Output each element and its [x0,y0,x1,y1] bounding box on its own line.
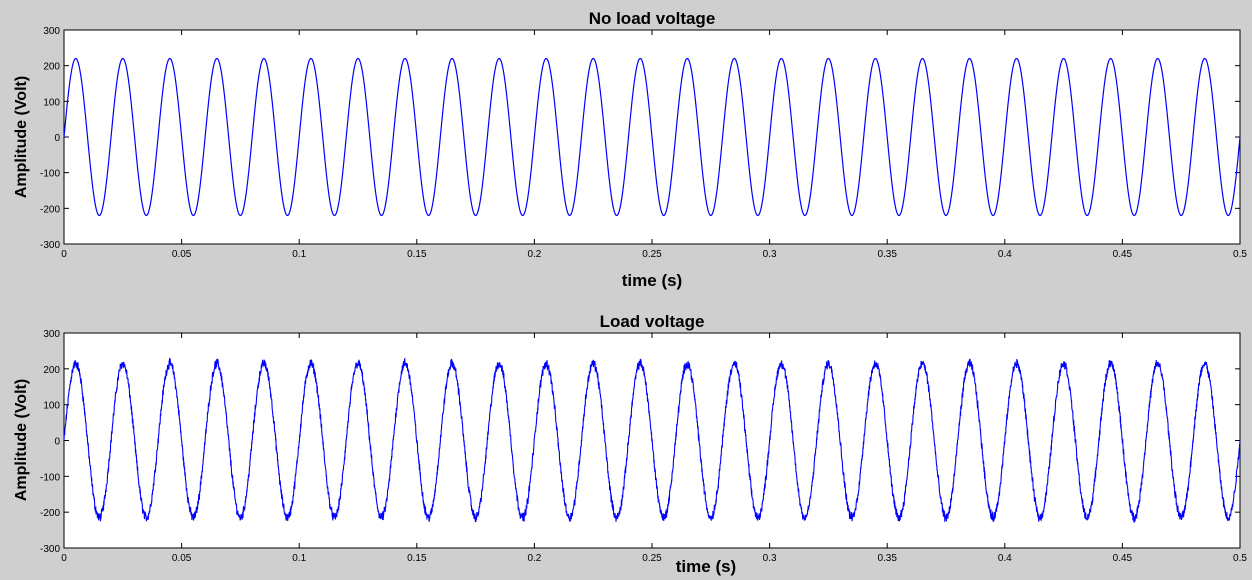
y-tick-label: 100 [43,401,60,412]
chart-title: Load voltage [600,312,705,331]
chart-no-load-voltage: 0 0.05 0.1 0.15 0.2 0.25 0.3 0.35 0.4 0.45 0.5 300 2… [13,9,1247,290]
x-tick-label: 0.45 [1113,553,1133,564]
x-tick-label: 0 [61,553,67,564]
chart-load-voltage: 0 0.05 0.1 0.15 0.2 0.25 0.3 0.35 0.4 0.45 0.5 300 2… [13,312,1247,576]
axes: 0 0.05 0.1 0.15 0.2 0.25 0.3 0.35 0.4 0.45 0.5 300 2… [40,26,1247,260]
y-tick-label: 0 [54,133,60,144]
x-tick-label: 0.4 [998,553,1012,564]
x-tick-label: 0.45 [1113,249,1133,260]
x-tick-label: 0.15 [407,553,427,564]
y-tick-label: 0 [54,437,60,448]
y-tick-label: -100 [40,472,60,483]
x-tick-label: 0.4 [998,249,1012,260]
x-tick-label: 0.2 [527,553,541,564]
x-tick-label: 0.15 [407,249,427,260]
y-tick-label: 200 [43,365,60,376]
y-tick-label: -200 [40,508,60,519]
y-tick-label: 300 [43,329,60,340]
y-tick-label: 300 [43,26,60,37]
y-tick-label: -300 [40,240,60,251]
x-tick-label: 0.35 [877,553,897,564]
y-tick-label: -300 [40,544,60,555]
y-tick-label: -100 [40,169,60,180]
x-tick-label: 0.25 [642,249,662,260]
y-tick-label: 200 [43,62,60,73]
x-tick-label: 0.05 [172,249,192,260]
x-tick-label: 0.3 [763,249,777,260]
x-tick-label: 0.3 [763,553,777,564]
x-tick-label: 0.35 [877,249,897,260]
x-tick-label: 0.05 [172,553,192,564]
x-tick-label: 0 [61,249,67,260]
series-line [63,357,1241,523]
series-line [63,57,1241,217]
x-tick-label: 0.1 [292,249,306,260]
y-tick-label: 100 [43,97,60,108]
x-tick-label: 0.2 [527,249,541,260]
x-tick-label: 0.5 [1233,249,1247,260]
axes: 0 0.05 0.1 0.15 0.2 0.25 0.3 0.35 0.4 0.45 0.5 300 2… [40,329,1247,564]
y-tick-label: -200 [40,204,60,215]
x-tick-label: 0.1 [292,553,306,564]
chart-title: No load voltage [589,9,716,28]
x-axis-label: time (s) [622,271,682,290]
x-tick-label: 0.25 [642,553,662,564]
y-axis-label: Amplitude (Volt) [13,379,30,501]
y-axis-label: Amplitude (Volt) [13,76,30,198]
x-tick-label: 0.5 [1233,553,1247,564]
x-axis-label: time (s) [676,557,736,576]
